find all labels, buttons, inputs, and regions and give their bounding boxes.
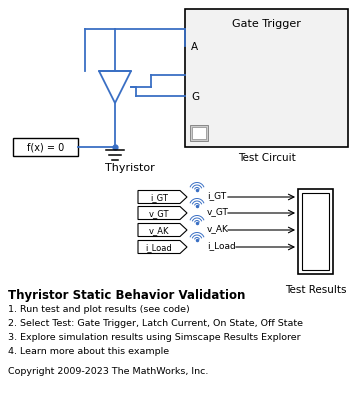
Polygon shape xyxy=(138,191,187,204)
Text: A: A xyxy=(191,42,198,52)
Text: i_Load: i_Load xyxy=(207,241,236,250)
Text: 4. Learn more about this example: 4. Learn more about this example xyxy=(8,346,169,355)
Text: v_GT: v_GT xyxy=(207,207,229,216)
Text: v_GT: v_GT xyxy=(149,209,169,218)
Bar xyxy=(298,190,333,274)
Text: 1. Run test and plot results (see code): 1. Run test and plot results (see code) xyxy=(8,304,190,313)
Polygon shape xyxy=(138,224,187,237)
Bar xyxy=(302,194,329,270)
Polygon shape xyxy=(138,207,187,220)
Text: 2. Select Test: Gate Trigger, Latch Current, On State, Off State: 2. Select Test: Gate Trigger, Latch Curr… xyxy=(8,318,303,327)
Text: i_GT: i_GT xyxy=(207,191,226,200)
Bar xyxy=(192,128,206,140)
Text: Copyright 2009-2023 The MathWorks, Inc.: Copyright 2009-2023 The MathWorks, Inc. xyxy=(8,366,208,375)
Text: Thyristor Static Behavior Validation: Thyristor Static Behavior Validation xyxy=(8,288,245,301)
Text: Gate Trigger: Gate Trigger xyxy=(232,19,301,29)
Bar xyxy=(13,139,78,157)
Bar xyxy=(185,10,348,148)
Text: G: G xyxy=(191,92,199,102)
Bar xyxy=(190,126,208,142)
Text: v_AK: v_AK xyxy=(207,224,229,233)
Text: i_GT: i_GT xyxy=(150,193,168,202)
Text: f(x) = 0: f(x) = 0 xyxy=(27,143,64,153)
Text: v_AK: v_AK xyxy=(149,226,169,235)
Text: Test Circuit: Test Circuit xyxy=(238,153,295,162)
Text: i_Load: i_Load xyxy=(146,243,172,252)
Text: 3. Explore simulation results using Simscape Results Explorer: 3. Explore simulation results using Sims… xyxy=(8,332,301,341)
Text: Test Results: Test Results xyxy=(285,284,346,294)
Text: Thyristor: Thyristor xyxy=(105,162,155,173)
Polygon shape xyxy=(138,241,187,254)
